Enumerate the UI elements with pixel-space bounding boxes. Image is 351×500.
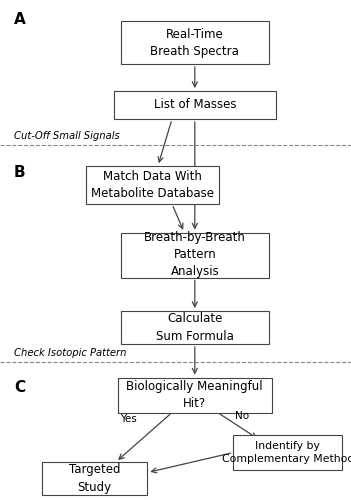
Text: Cut-Off Small Signals: Cut-Off Small Signals	[14, 131, 120, 141]
Text: Check Isotopic Pattern: Check Isotopic Pattern	[14, 348, 127, 358]
FancyBboxPatch shape	[114, 91, 276, 118]
FancyBboxPatch shape	[42, 462, 147, 495]
Text: Targeted
Study: Targeted Study	[69, 464, 120, 494]
Text: A: A	[14, 12, 26, 28]
Text: No: No	[235, 411, 249, 421]
FancyBboxPatch shape	[118, 378, 272, 412]
Text: B: B	[14, 165, 26, 180]
Text: Indentify by
Complementary Method: Indentify by Complementary Method	[221, 441, 351, 464]
Text: Biologically Meaningful
Hit?: Biologically Meaningful Hit?	[126, 380, 263, 410]
Text: Calculate
Sum Formula: Calculate Sum Formula	[156, 312, 234, 342]
FancyBboxPatch shape	[121, 232, 269, 278]
FancyBboxPatch shape	[121, 21, 269, 63]
Text: Yes: Yes	[120, 414, 137, 424]
Text: Real-Time
Breath Spectra: Real-Time Breath Spectra	[150, 28, 239, 58]
Text: C: C	[14, 380, 25, 395]
FancyBboxPatch shape	[121, 311, 269, 344]
Text: Match Data With
Metabolite Database: Match Data With Metabolite Database	[91, 170, 214, 200]
Text: Breath-by-Breath
Pattern
Analysis: Breath-by-Breath Pattern Analysis	[144, 232, 246, 278]
FancyBboxPatch shape	[86, 166, 219, 204]
FancyBboxPatch shape	[233, 435, 342, 470]
Text: List of Masses: List of Masses	[153, 98, 236, 112]
